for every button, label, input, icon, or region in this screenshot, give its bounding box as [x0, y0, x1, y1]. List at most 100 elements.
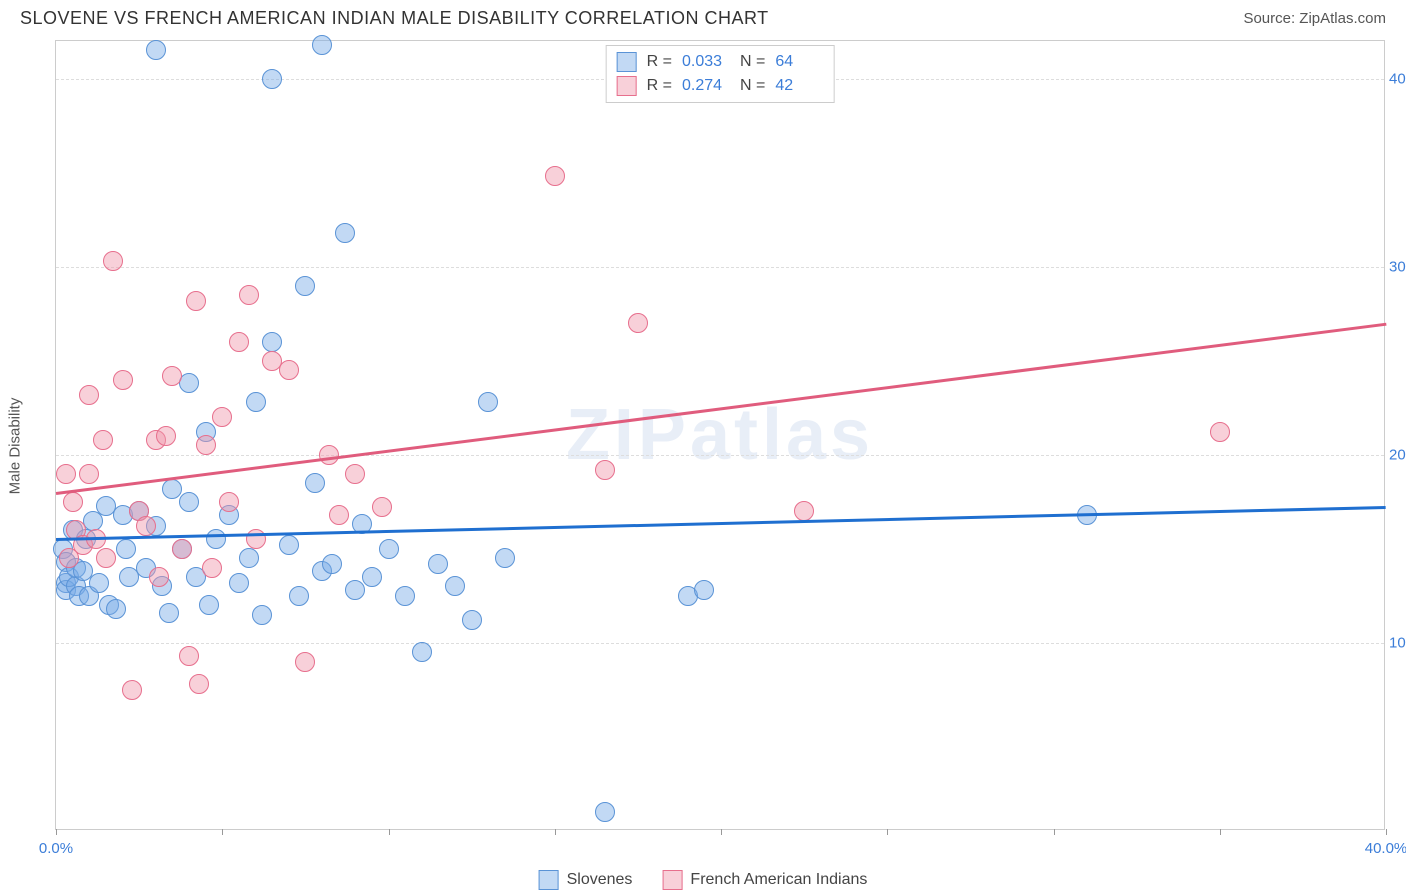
data-point: [262, 69, 282, 89]
series-legend: Slovenes French American Indians: [539, 870, 868, 890]
data-point: [495, 548, 515, 568]
legend-item: French American Indians: [662, 870, 867, 890]
data-point: [694, 580, 714, 600]
data-point: [149, 567, 169, 587]
data-point: [212, 407, 232, 427]
data-point: [162, 366, 182, 386]
data-point: [295, 276, 315, 296]
data-point: [79, 385, 99, 405]
correlation-legend-row: R =0.274N =42: [617, 74, 824, 98]
data-point: [545, 166, 565, 186]
data-point: [63, 492, 83, 512]
data-point: [136, 516, 156, 536]
grid-line: [56, 643, 1384, 644]
data-point: [252, 605, 272, 625]
data-point: [146, 40, 166, 60]
data-point: [262, 332, 282, 352]
grid-line: [56, 267, 1384, 268]
x-tick-label: 40.0%: [1365, 840, 1406, 857]
data-point: [156, 426, 176, 446]
x-tick: [1220, 829, 1221, 835]
data-point: [196, 435, 216, 455]
x-tick: [222, 829, 223, 835]
data-point: [229, 573, 249, 593]
data-point: [335, 223, 355, 243]
data-point: [79, 464, 99, 484]
data-point: [229, 332, 249, 352]
y-axis-label: Male Disability: [7, 398, 24, 495]
data-point: [312, 35, 332, 55]
data-point: [1210, 422, 1230, 442]
data-point: [362, 567, 382, 587]
data-point: [372, 497, 392, 517]
data-point: [113, 370, 133, 390]
trend-line: [56, 506, 1386, 540]
data-point: [159, 603, 179, 623]
data-point: [305, 473, 325, 493]
x-tick: [389, 829, 390, 835]
data-point: [462, 610, 482, 630]
data-point: [319, 445, 339, 465]
data-point: [179, 492, 199, 512]
data-point: [239, 285, 259, 305]
data-point: [246, 392, 266, 412]
data-point: [56, 464, 76, 484]
data-point: [116, 539, 136, 559]
x-tick: [1386, 829, 1387, 835]
legend-item: Slovenes: [539, 870, 633, 890]
y-tick-label: 30.0%: [1389, 258, 1406, 275]
data-point: [279, 360, 299, 380]
data-point: [162, 479, 182, 499]
correlation-legend: R =0.033N =64R =0.274N =42: [606, 45, 835, 103]
x-tick: [1054, 829, 1055, 835]
y-tick-label: 40.0%: [1389, 70, 1406, 87]
data-point: [428, 554, 448, 574]
legend-swatch: [662, 870, 682, 890]
x-tick: [887, 829, 888, 835]
correlation-legend-row: R =0.033N =64: [617, 50, 824, 74]
data-point: [794, 501, 814, 521]
data-point: [202, 558, 222, 578]
source-label: Source: ZipAtlas.com: [1243, 10, 1386, 27]
y-tick-label: 20.0%: [1389, 446, 1406, 463]
legend-swatch: [617, 76, 637, 96]
data-point: [239, 548, 259, 568]
data-point: [206, 529, 226, 549]
data-point: [412, 642, 432, 662]
x-tick: [555, 829, 556, 835]
data-point: [595, 460, 615, 480]
data-point: [93, 430, 113, 450]
data-point: [89, 573, 109, 593]
data-point: [219, 492, 239, 512]
data-point: [189, 674, 209, 694]
data-point: [295, 652, 315, 672]
x-tick: [56, 829, 57, 835]
data-point: [179, 646, 199, 666]
data-point: [322, 554, 342, 574]
x-tick-label: 0.0%: [39, 840, 73, 857]
data-point: [345, 580, 365, 600]
data-point: [595, 802, 615, 822]
data-point: [279, 535, 299, 555]
data-point: [478, 392, 498, 412]
legend-swatch: [539, 870, 559, 890]
legend-label: French American Indians: [690, 871, 867, 889]
grid-line: [56, 455, 1384, 456]
data-point: [103, 251, 123, 271]
y-tick-label: 10.0%: [1389, 634, 1406, 651]
data-point: [379, 539, 399, 559]
data-point: [122, 680, 142, 700]
data-point: [199, 595, 219, 615]
data-point: [628, 313, 648, 333]
data-point: [395, 586, 415, 606]
chart-plot-area: ZIPatlas 10.0%20.0%30.0%40.0%0.0%40.0%R …: [55, 40, 1385, 830]
x-tick: [721, 829, 722, 835]
data-point: [106, 599, 126, 619]
data-point: [172, 539, 192, 559]
data-point: [345, 464, 365, 484]
legend-label: Slovenes: [567, 871, 633, 889]
data-point: [329, 505, 349, 525]
data-point: [289, 586, 309, 606]
chart-title: SLOVENE VS FRENCH AMERICAN INDIAN MALE D…: [20, 8, 769, 29]
data-point: [96, 548, 116, 568]
